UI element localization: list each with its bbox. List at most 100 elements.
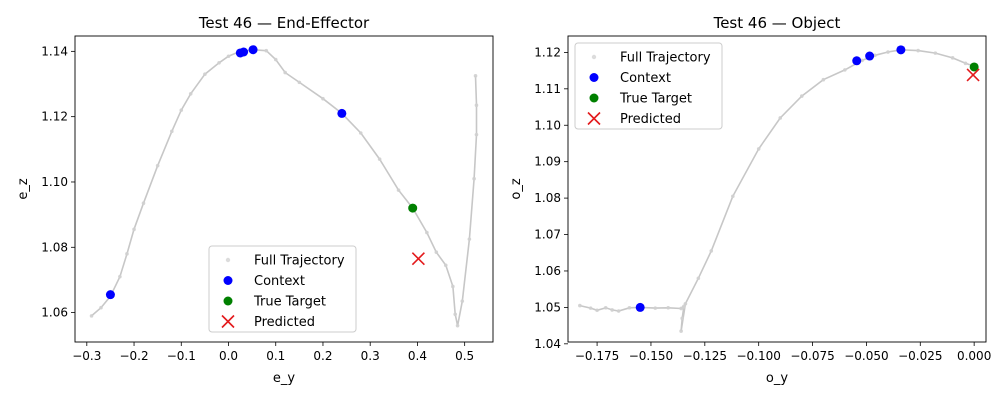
legend-marker-trajectory	[225, 257, 231, 263]
trajectory-point	[886, 50, 890, 54]
y-tick-label: 1.06	[41, 306, 68, 320]
trajectory-point	[603, 305, 608, 310]
plot-frame	[567, 35, 987, 343]
y-tick-label: 1.08	[534, 191, 561, 205]
trajectory-point	[264, 48, 269, 53]
trajectory-point	[610, 308, 614, 312]
trajectory-point	[179, 108, 184, 112]
x-tick-label: −0.1	[167, 349, 196, 363]
y-tick-label: 1.07	[534, 228, 561, 242]
x-tick-label: −0.150	[629, 349, 673, 363]
trajectory-point	[321, 96, 325, 101]
trajectory-point	[778, 116, 783, 120]
x-tick-label: 0.4	[408, 349, 427, 363]
trajectory-point	[434, 250, 439, 254]
context-point	[865, 51, 875, 61]
trajectory-point	[679, 329, 683, 333]
legend-box	[574, 42, 723, 130]
x-tick-label: −0.125	[683, 349, 727, 363]
chart-title: Test 46 — End-Effector	[198, 14, 370, 32]
x-tick-label: −0.050	[844, 349, 888, 363]
legend-label-true-target: True Target	[253, 295, 326, 310]
legend-label-trajectory: Full Trajectory	[254, 254, 345, 269]
y-tick-label: 1.05	[534, 300, 561, 314]
trajectory-point	[273, 57, 278, 62]
x-tick-label: −0.075	[790, 349, 834, 363]
trajectory-point	[217, 60, 221, 65]
trajectory-point	[118, 274, 122, 279]
y-tick-label: 1.12	[534, 45, 561, 59]
x-tick-label: 0.2	[313, 349, 332, 363]
y-tick-label: 1.04	[534, 337, 561, 351]
context-point	[852, 56, 862, 66]
trajectory-point	[203, 72, 207, 77]
y-axis-label: e_z	[16, 178, 31, 199]
x-tick-label: 0.000	[957, 349, 991, 363]
legend-label-predicted: Predicted	[620, 112, 681, 127]
trajectory-point	[595, 308, 599, 313]
plot-frame	[74, 35, 494, 343]
y-tick-label: 1.10	[41, 175, 68, 189]
legend-marker-context	[223, 276, 233, 285]
context-point	[239, 47, 249, 57]
trajectory-point	[132, 227, 136, 232]
legend: Full Trajectory Context True Target Predict…	[574, 42, 723, 130]
legend-label-predicted: Predicted	[254, 315, 315, 330]
trajectory-point	[460, 299, 465, 303]
legend: Full Trajectory Context True Target Predict…	[208, 245, 357, 333]
trajectory-point	[821, 77, 826, 82]
trajectory-point	[89, 314, 94, 318]
y-tick-label: 1.11	[534, 82, 561, 96]
trajectory-point	[709, 249, 714, 253]
legend-box	[208, 245, 357, 333]
legend-marker-context	[589, 73, 599, 82]
y-tick-label: 1.08	[41, 240, 68, 254]
legend-marker-predicted	[221, 314, 235, 329]
trajectory-point	[616, 309, 621, 313]
trajectory-point	[473, 74, 478, 78]
trajectory-point	[226, 54, 231, 59]
y-tick-label: 1.14	[41, 44, 68, 58]
trajectory-point	[683, 301, 688, 306]
context-point	[337, 108, 347, 118]
y-tick-label: 1.09	[534, 155, 561, 169]
trajectory-point	[799, 94, 804, 98]
legend-marker-true-target	[589, 93, 599, 103]
x-tick-label: −0.025	[898, 349, 942, 363]
trajectory-point	[474, 103, 479, 108]
trajectory-point	[696, 276, 701, 281]
chart-title: Test 46 — Object	[713, 14, 841, 32]
trajectory-line	[90, 48, 478, 326]
trajectory-point	[125, 252, 129, 256]
trajectory-point	[358, 131, 363, 135]
trajectory-point	[377, 157, 382, 161]
x-tick-label: 0.1	[266, 349, 285, 363]
trajectory-point	[860, 58, 864, 63]
legend-label-context: Context	[620, 71, 671, 86]
trajectory-point	[467, 237, 472, 241]
x-axis-label: o_y	[766, 371, 788, 386]
trajectory-point	[455, 323, 460, 328]
trajectory-point	[474, 132, 479, 137]
y-axis-label: o_z	[509, 178, 524, 199]
trajectory-point	[627, 305, 632, 310]
x-tick-label: 0.3	[361, 349, 380, 363]
trajectory-point	[297, 80, 302, 85]
legend-label-context: Context	[254, 274, 305, 289]
trajectory-point	[443, 263, 448, 268]
true-target-point	[969, 62, 979, 72]
x-axis-label: e_y	[273, 371, 295, 386]
trajectory-point	[843, 68, 847, 72]
context-point	[248, 45, 258, 55]
trajectory-point	[425, 230, 429, 235]
x-tick-label: −0.3	[72, 349, 101, 363]
x-tick-label: −0.2	[119, 349, 148, 363]
predicted-marker	[411, 252, 425, 266]
trajectory-point	[453, 312, 458, 317]
legend-label-trajectory: Full Trajectory	[620, 51, 711, 66]
trajectory-point	[963, 61, 968, 66]
trajectory-point	[680, 316, 684, 321]
trajectory-point	[756, 147, 761, 151]
